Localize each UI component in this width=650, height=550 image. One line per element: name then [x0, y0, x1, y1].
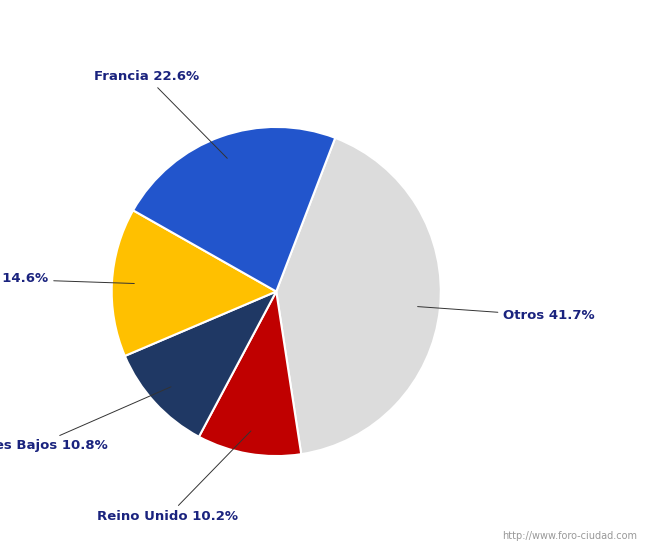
- Text: Reino Unido 10.2%: Reino Unido 10.2%: [97, 431, 251, 523]
- Text: Alemania 14.6%: Alemania 14.6%: [0, 272, 135, 285]
- Wedge shape: [276, 138, 441, 454]
- Wedge shape: [133, 127, 335, 292]
- Text: http://www.foro-ciudad.com: http://www.foro-ciudad.com: [502, 531, 637, 541]
- Text: Países Bajos 10.8%: Países Bajos 10.8%: [0, 387, 171, 453]
- Wedge shape: [112, 210, 276, 356]
- Text: Otros 41.7%: Otros 41.7%: [417, 306, 595, 322]
- Wedge shape: [199, 292, 301, 456]
- Text: Sopela - Turistas extranjeros según país - Marzo de 2024: Sopela - Turistas extranjeros según país…: [90, 12, 560, 28]
- Text: Francia 22.6%: Francia 22.6%: [94, 70, 228, 158]
- Wedge shape: [125, 292, 276, 437]
